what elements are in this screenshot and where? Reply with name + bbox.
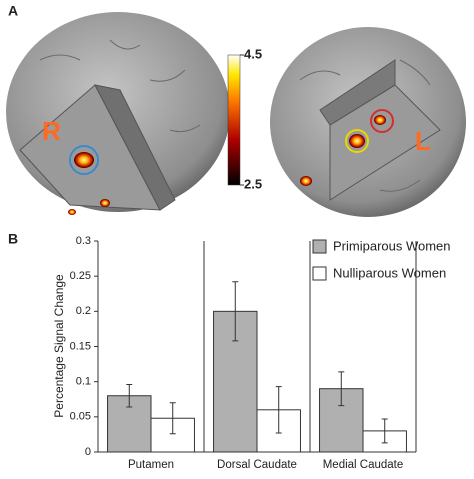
y-tick-label: 0.2 <box>76 305 91 317</box>
x-tick-label: Dorsal Caudate <box>217 459 297 471</box>
error-bar <box>275 386 282 434</box>
brain-left <box>6 12 230 215</box>
y-tick-label: 0.1 <box>76 376 91 388</box>
hemisphere-label: R <box>42 116 61 146</box>
colorbar <box>227 54 241 186</box>
legend-swatch <box>312 239 327 254</box>
legend-label: Primiparous Women <box>333 238 451 253</box>
error-bar <box>126 383 133 408</box>
legend-label: Nulliparous Women <box>333 265 446 280</box>
x-tick-label: Putamen <box>128 459 174 471</box>
legend-swatch <box>312 266 327 281</box>
y-tick-label: 0 <box>85 446 91 458</box>
colorbar-tick-label: 2.5 <box>244 176 262 191</box>
y-tick-label: 0.25 <box>70 270 91 282</box>
x-tick-label: Medial Caudate <box>323 459 404 471</box>
panel-label: A <box>8 3 18 19</box>
error-bar <box>338 371 345 407</box>
error-bar <box>381 418 388 444</box>
y-tick-label: 0.3 <box>76 235 91 247</box>
y-tick-label: 0.05 <box>70 411 91 423</box>
y-tick-label: 0.15 <box>70 340 91 352</box>
y-axis-label: Percentage Signal Change <box>52 274 66 418</box>
hemisphere-label: L <box>415 126 431 156</box>
error-bar <box>169 402 176 435</box>
panel-label: B <box>8 231 18 247</box>
error-bar <box>232 281 239 342</box>
brain-right <box>270 27 466 217</box>
colorbar-tick-label: 4.5 <box>244 46 262 61</box>
